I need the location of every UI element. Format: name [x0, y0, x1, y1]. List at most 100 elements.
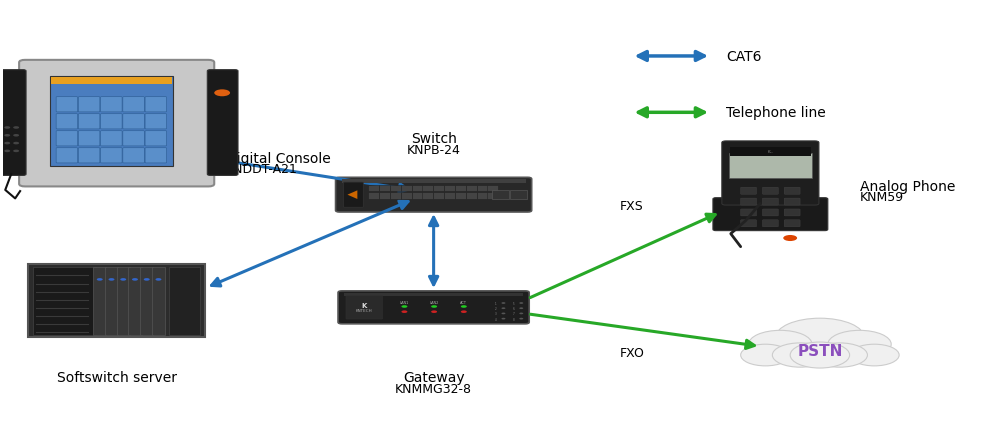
Text: LAN2: LAN2: [429, 300, 439, 304]
Circle shape: [790, 342, 850, 368]
FancyBboxPatch shape: [444, 193, 455, 199]
Circle shape: [0, 150, 1, 153]
Circle shape: [775, 318, 865, 357]
FancyBboxPatch shape: [105, 267, 119, 335]
Circle shape: [749, 331, 812, 358]
FancyBboxPatch shape: [123, 131, 144, 147]
FancyBboxPatch shape: [140, 267, 153, 335]
FancyBboxPatch shape: [722, 141, 819, 205]
Circle shape: [97, 279, 103, 281]
Circle shape: [121, 279, 126, 281]
FancyBboxPatch shape: [145, 131, 166, 147]
FancyBboxPatch shape: [379, 185, 390, 191]
FancyBboxPatch shape: [79, 114, 100, 130]
Text: 3: 3: [495, 312, 496, 316]
FancyBboxPatch shape: [763, 188, 778, 195]
Circle shape: [132, 279, 137, 281]
Circle shape: [4, 134, 10, 137]
FancyBboxPatch shape: [741, 199, 757, 205]
Text: 1: 1: [495, 301, 496, 305]
Circle shape: [828, 331, 891, 358]
FancyBboxPatch shape: [128, 267, 141, 335]
Text: 2: 2: [495, 307, 496, 311]
Text: Switch: Switch: [410, 132, 456, 146]
FancyBboxPatch shape: [19, 61, 214, 187]
Circle shape: [772, 343, 828, 367]
FancyBboxPatch shape: [123, 148, 144, 163]
Text: KNTECH: KNTECH: [356, 309, 373, 313]
FancyBboxPatch shape: [389, 185, 400, 191]
FancyBboxPatch shape: [79, 148, 100, 163]
FancyBboxPatch shape: [379, 193, 390, 199]
FancyBboxPatch shape: [730, 147, 811, 157]
Text: K: K: [362, 303, 367, 308]
Text: LAN1: LAN1: [399, 300, 409, 304]
FancyBboxPatch shape: [50, 77, 173, 166]
FancyBboxPatch shape: [344, 183, 364, 208]
FancyBboxPatch shape: [444, 185, 455, 191]
Circle shape: [143, 279, 149, 281]
FancyBboxPatch shape: [117, 267, 129, 335]
FancyBboxPatch shape: [433, 193, 444, 199]
FancyBboxPatch shape: [492, 191, 509, 200]
FancyBboxPatch shape: [51, 78, 172, 85]
Circle shape: [4, 150, 10, 153]
Circle shape: [519, 303, 523, 304]
FancyBboxPatch shape: [487, 185, 498, 191]
FancyBboxPatch shape: [56, 114, 78, 130]
Text: KNM59: KNM59: [860, 191, 903, 204]
Circle shape: [431, 305, 437, 308]
FancyBboxPatch shape: [510, 191, 527, 200]
FancyBboxPatch shape: [422, 185, 433, 191]
FancyBboxPatch shape: [342, 180, 526, 184]
Text: ACT: ACT: [460, 300, 467, 304]
Circle shape: [501, 303, 505, 304]
FancyBboxPatch shape: [207, 71, 238, 176]
Circle shape: [13, 150, 19, 153]
Circle shape: [4, 142, 10, 145]
FancyBboxPatch shape: [346, 296, 382, 319]
Circle shape: [401, 311, 407, 313]
FancyBboxPatch shape: [400, 193, 411, 199]
Circle shape: [519, 318, 523, 320]
Polygon shape: [348, 191, 358, 200]
Circle shape: [850, 344, 899, 366]
Text: KNMMG32-8: KNMMG32-8: [395, 382, 472, 395]
FancyBboxPatch shape: [344, 293, 523, 297]
Circle shape: [401, 305, 407, 308]
Circle shape: [461, 311, 467, 313]
FancyBboxPatch shape: [784, 220, 800, 227]
FancyBboxPatch shape: [763, 220, 778, 227]
Circle shape: [4, 127, 10, 130]
FancyBboxPatch shape: [369, 185, 379, 191]
FancyBboxPatch shape: [433, 185, 444, 191]
FancyBboxPatch shape: [56, 131, 78, 147]
FancyBboxPatch shape: [169, 267, 200, 335]
FancyBboxPatch shape: [79, 131, 100, 147]
Text: Gateway: Gateway: [402, 370, 464, 384]
FancyBboxPatch shape: [145, 98, 166, 113]
FancyBboxPatch shape: [784, 209, 800, 216]
Circle shape: [461, 305, 467, 308]
Circle shape: [0, 127, 1, 130]
FancyBboxPatch shape: [56, 148, 78, 163]
FancyBboxPatch shape: [411, 193, 422, 199]
Text: FXO: FXO: [620, 346, 644, 360]
FancyBboxPatch shape: [713, 198, 828, 231]
FancyBboxPatch shape: [0, 71, 26, 176]
Text: Telephone line: Telephone line: [726, 106, 826, 120]
FancyBboxPatch shape: [389, 193, 400, 199]
FancyBboxPatch shape: [741, 220, 757, 227]
Circle shape: [13, 134, 19, 137]
FancyBboxPatch shape: [477, 193, 487, 199]
Circle shape: [812, 343, 868, 367]
FancyBboxPatch shape: [33, 267, 96, 335]
FancyBboxPatch shape: [336, 178, 532, 212]
Text: 8: 8: [513, 317, 514, 321]
Circle shape: [519, 307, 523, 309]
FancyBboxPatch shape: [79, 98, 100, 113]
Circle shape: [501, 307, 505, 309]
FancyBboxPatch shape: [94, 267, 107, 335]
FancyBboxPatch shape: [145, 148, 166, 163]
Circle shape: [501, 313, 505, 314]
